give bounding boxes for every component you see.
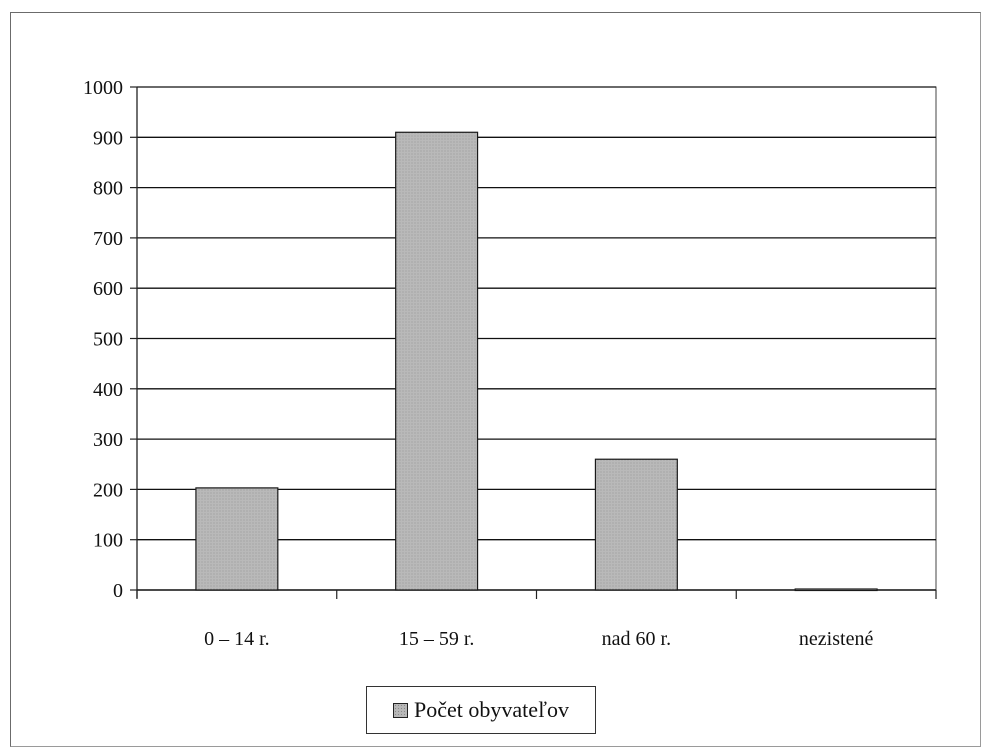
y-tick-label: 300 [93, 429, 123, 451]
bar-2 [594, 458, 678, 591]
bar-1 [395, 131, 479, 591]
y-tick-label: 800 [93, 178, 123, 200]
legend-swatch-icon [393, 702, 409, 718]
bar-0 [195, 487, 279, 591]
legend: Počet obyvateľov [366, 686, 596, 734]
x-tick-label: nezistené [799, 628, 874, 650]
y-tick-label: 400 [93, 379, 123, 401]
chart-frame [10, 12, 981, 747]
bar-3 [794, 588, 878, 592]
y-tick-label: 600 [93, 278, 123, 300]
y-tick-label: 700 [93, 228, 123, 250]
y-tick-label: 1000 [83, 77, 123, 99]
x-tick-label: 0 – 14 r. [204, 628, 270, 650]
legend-label: Počet obyvateľov [414, 697, 569, 722]
x-tick-label: nad 60 r. [602, 628, 671, 650]
y-tick-label: 0 [113, 580, 123, 602]
y-tick-label: 100 [93, 530, 123, 552]
y-tick-label: 200 [93, 479, 123, 501]
y-tick-label: 500 [93, 329, 123, 351]
y-tick-label: 900 [93, 127, 123, 149]
x-tick-label: 15 – 59 r. [399, 628, 475, 650]
